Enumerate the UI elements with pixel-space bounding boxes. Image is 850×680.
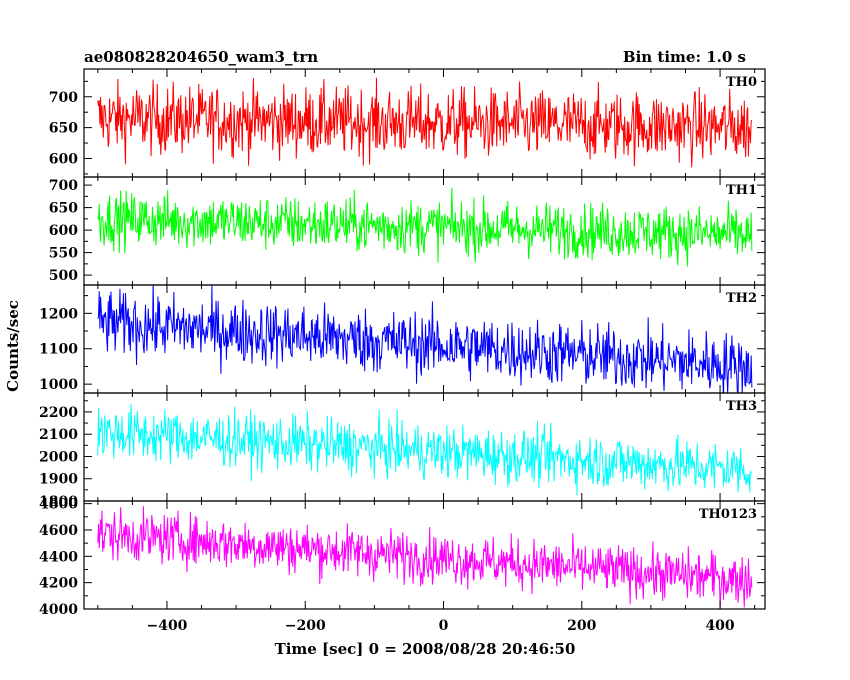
series-th3-line <box>97 404 753 496</box>
y-tick-label: 2200 <box>39 405 78 421</box>
chart-title: ae080828204650_wam3_trn <box>84 48 318 66</box>
panel-th0123: 4000 4200 4400 4600 4800 TH0123 <box>39 497 766 618</box>
y-tick-label: 4200 <box>39 576 78 592</box>
x-tick-label: −200 <box>285 618 326 634</box>
y-tick-label: 4600 <box>39 523 78 539</box>
panel-label-th0: TH0 <box>726 75 757 90</box>
y-tick-label: 2000 <box>39 449 78 465</box>
bin-time-label: Bin time: 1.0 s <box>623 48 746 66</box>
y-tick-label: 1800 <box>39 494 78 510</box>
panel-th0: 600 650 700 TH0 <box>49 68 766 178</box>
panel-label-th2: TH2 <box>726 291 757 306</box>
y-tick-label: 650 <box>49 201 78 217</box>
panel-th1: 500 550 600 650 700 TH1 <box>49 176 766 286</box>
y-tick-label: 700 <box>49 90 78 106</box>
panel-label-th3: TH3 <box>726 399 757 414</box>
y-tick-label: 500 <box>49 268 78 284</box>
x-tick-label: 0 <box>439 618 449 634</box>
y-tick-label: 4400 <box>39 549 78 565</box>
y-axis-label: Counts/sec <box>4 300 22 392</box>
panel-th3: 1800 1900 2000 2100 2200 TH3 <box>39 392 766 510</box>
y-tick-label: 1000 <box>39 377 78 393</box>
y-tick-label: 550 <box>49 246 78 262</box>
y-tick-label: 4800 <box>39 497 78 513</box>
series-th0123-line <box>97 506 753 609</box>
y-tick-label: 1900 <box>39 472 78 488</box>
series-th2-line <box>97 285 753 393</box>
x-tick-label: −400 <box>146 618 187 634</box>
series-th1-line <box>97 187 753 267</box>
y-tick-label: 1100 <box>39 342 78 358</box>
y-tick-label: 1200 <box>39 306 78 322</box>
y-tick-label: 600 <box>49 151 78 167</box>
panel-label-th0123: TH0123 <box>699 507 757 522</box>
y-tick-label: 600 <box>49 223 78 239</box>
series-th0-line <box>97 77 753 168</box>
x-tick-label: 200 <box>567 618 596 634</box>
y-tick-label: 4000 <box>39 602 78 618</box>
panel-frame <box>83 500 766 610</box>
y-tick-label: 650 <box>49 121 78 137</box>
y-tick-label: 2100 <box>39 427 78 443</box>
panels-group: 600 650 700 TH0 500 550 600 650 700 TH1 1000 1100 12… <box>39 68 766 634</box>
panel-th2: 1000 1100 1200 TH2 <box>39 284 766 394</box>
x-axis-label: Time [sec] 0 = 2008/08/28 20:46:50 <box>275 640 576 658</box>
x-tick-label: 400 <box>705 618 734 634</box>
y-tick-label: 700 <box>49 178 78 194</box>
panel-label-th1: TH1 <box>726 183 757 198</box>
panel-frame <box>83 392 766 502</box>
